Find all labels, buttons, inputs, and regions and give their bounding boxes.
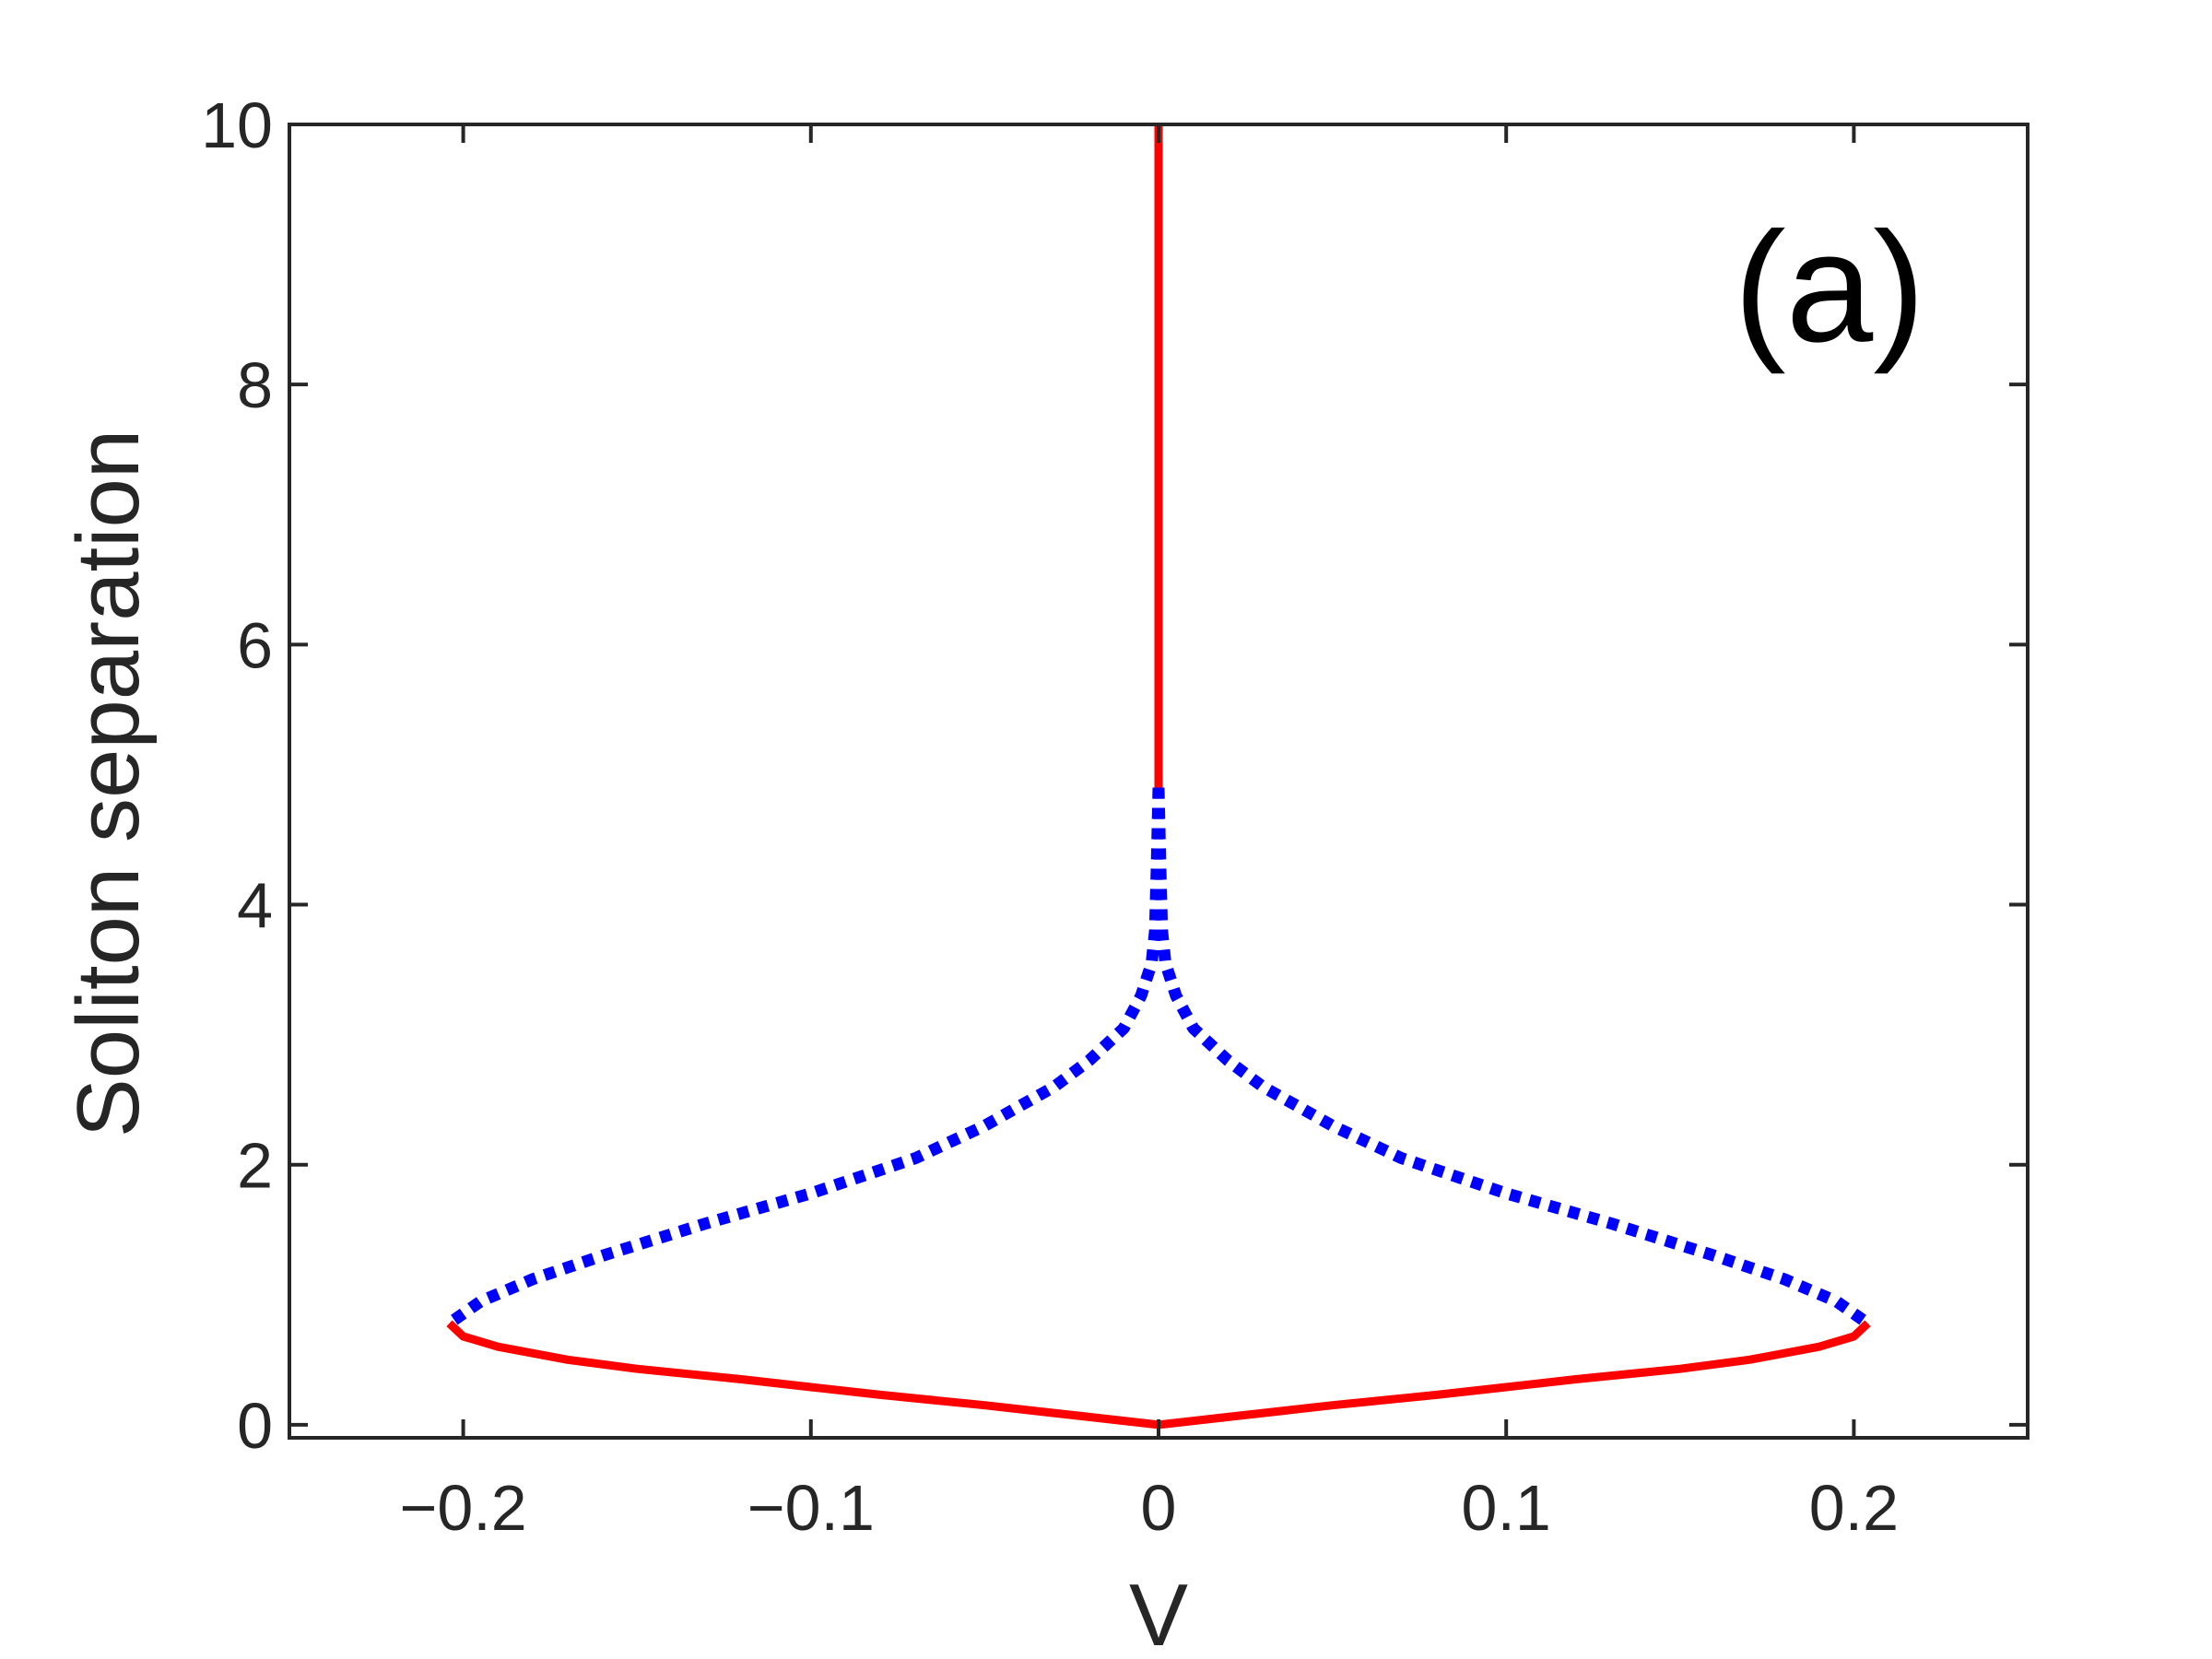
series-layer xyxy=(445,124,1872,1430)
series-line-3 xyxy=(445,787,1165,1329)
x-tick-label: −0.1 xyxy=(747,1472,875,1544)
axes-layer: −0.2 −0.1 0 0.1 0.2 0 2 4 6 8 10 xyxy=(201,89,2030,1544)
panel-annotation: (a) xyxy=(1734,200,1925,375)
x-tick-label: 0.2 xyxy=(1809,1472,1899,1544)
y-axis-label: Soliton separation xyxy=(59,429,158,1138)
y-tick-label: 10 xyxy=(201,89,273,161)
y-tick-label: 0 xyxy=(237,1390,273,1462)
y-tick-label: 4 xyxy=(237,870,273,942)
x-tick-label: 0 xyxy=(1141,1472,1177,1544)
x-axis-label: V xyxy=(1129,1566,1188,1659)
series-line-2 xyxy=(1152,787,1872,1329)
y-tick-label: 8 xyxy=(237,349,273,421)
x-tick-label: 0.1 xyxy=(1462,1472,1551,1544)
x-tick-label: −0.2 xyxy=(399,1472,526,1544)
y-tick-label: 6 xyxy=(237,609,273,681)
series-line-4 xyxy=(446,1320,1871,1430)
y-tick-label: 2 xyxy=(237,1130,273,1202)
